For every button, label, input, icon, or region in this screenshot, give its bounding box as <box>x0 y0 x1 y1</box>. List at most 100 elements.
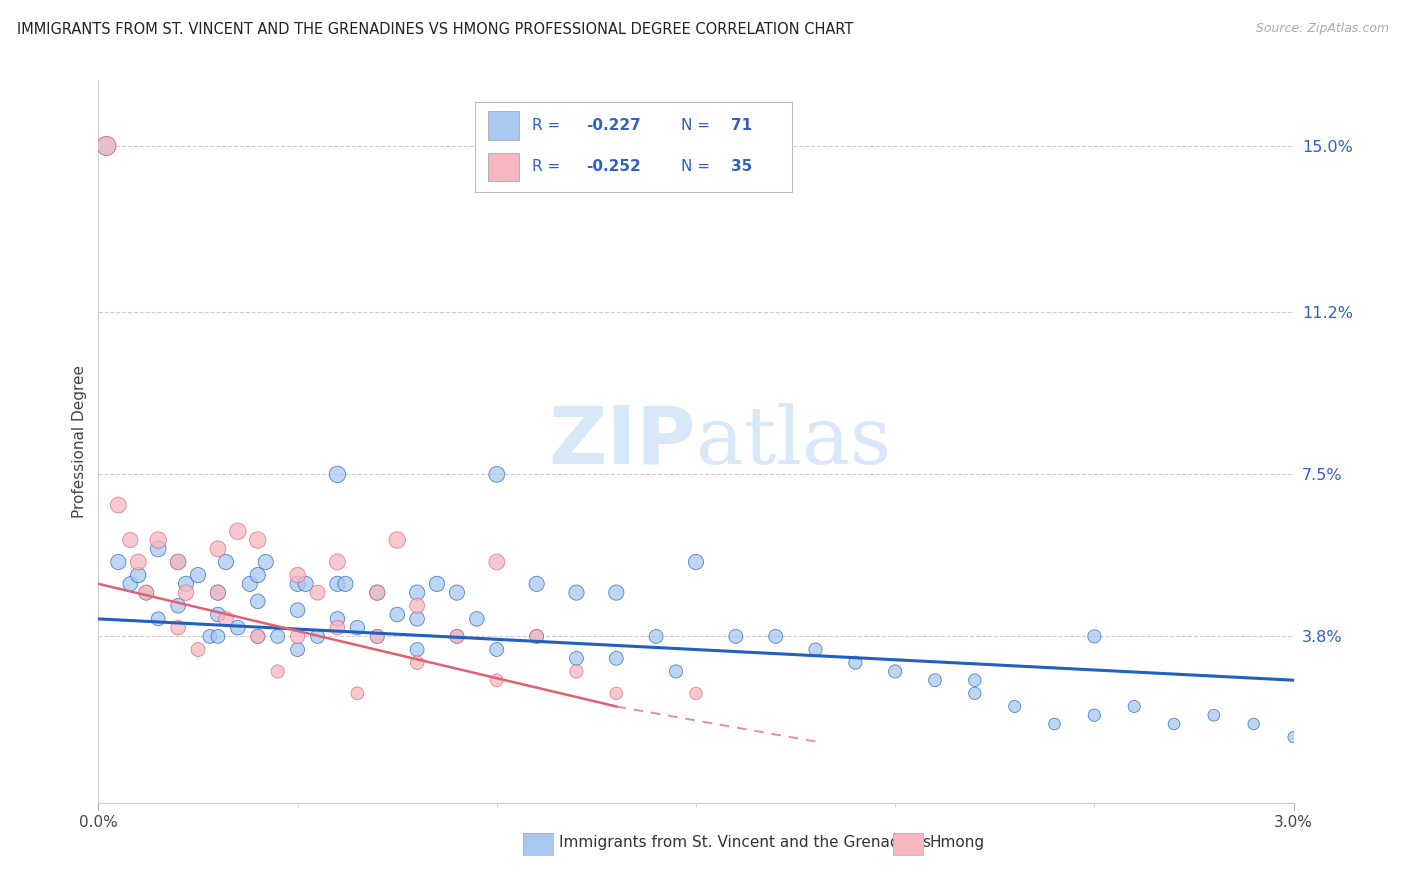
Point <box>207 585 229 599</box>
Point <box>406 585 429 599</box>
Point <box>1004 699 1026 714</box>
Point <box>167 599 190 613</box>
Point <box>267 629 290 643</box>
Point <box>120 533 142 547</box>
Point <box>207 585 229 599</box>
Point <box>406 612 429 626</box>
Point <box>207 607 229 622</box>
Point <box>446 585 468 599</box>
Point <box>426 577 449 591</box>
Point <box>1043 717 1066 731</box>
Point <box>485 555 508 569</box>
Point <box>287 568 309 582</box>
Point <box>167 555 190 569</box>
Point <box>605 585 627 599</box>
Point <box>246 594 269 608</box>
Point <box>1282 730 1305 744</box>
Point <box>167 621 190 635</box>
Point <box>665 665 688 679</box>
Point <box>526 629 548 643</box>
Point <box>765 629 787 643</box>
Point <box>326 555 349 569</box>
Point <box>724 629 747 643</box>
Point <box>326 467 349 482</box>
Point <box>924 673 946 688</box>
Point <box>1123 699 1146 714</box>
Point <box>465 612 488 626</box>
Point <box>187 568 209 582</box>
Point <box>148 541 170 556</box>
Point <box>207 629 229 643</box>
Point <box>446 629 468 643</box>
Point <box>446 629 468 643</box>
Point <box>135 585 157 599</box>
Point <box>148 533 170 547</box>
Point <box>307 629 329 643</box>
Point <box>187 642 209 657</box>
Point <box>565 665 588 679</box>
Point <box>326 621 349 635</box>
Point <box>287 642 309 657</box>
Point <box>215 555 238 569</box>
Point <box>226 621 249 635</box>
Point <box>485 467 508 482</box>
Point <box>685 555 707 569</box>
Point <box>565 651 588 665</box>
Point <box>884 665 907 679</box>
Point <box>485 642 508 657</box>
Point <box>1243 717 1265 731</box>
Point <box>246 533 269 547</box>
Point <box>96 139 118 153</box>
Point <box>107 555 129 569</box>
Text: IMMIGRANTS FROM ST. VINCENT AND THE GRENADINES VS HMONG PROFESSIONAL DEGREE CORR: IMMIGRANTS FROM ST. VINCENT AND THE GREN… <box>17 22 853 37</box>
Point <box>1083 629 1105 643</box>
Point <box>96 139 118 153</box>
Point <box>254 555 277 569</box>
Point <box>605 686 627 700</box>
Point <box>385 533 409 547</box>
Point <box>135 585 157 599</box>
Point <box>963 686 986 700</box>
Point <box>326 577 349 591</box>
Point <box>127 568 149 582</box>
Point <box>366 629 388 643</box>
Point <box>326 612 349 626</box>
Point <box>346 686 368 700</box>
Point <box>485 673 508 688</box>
Point <box>267 665 290 679</box>
Point <box>287 603 309 617</box>
Point <box>215 612 238 626</box>
Point <box>207 541 229 556</box>
Point <box>406 656 429 670</box>
Text: Source: ZipAtlas.com: Source: ZipAtlas.com <box>1256 22 1389 36</box>
Point <box>685 686 707 700</box>
Point <box>287 577 309 591</box>
Point <box>963 673 986 688</box>
Point <box>406 599 429 613</box>
Point <box>107 498 129 512</box>
Point <box>1163 717 1185 731</box>
Point <box>198 629 221 643</box>
Point <box>385 607 409 622</box>
Point <box>1083 708 1105 723</box>
Point <box>804 642 827 657</box>
Point <box>366 629 388 643</box>
Point <box>844 656 866 670</box>
Point <box>406 642 429 657</box>
Point <box>605 651 627 665</box>
Point <box>307 585 329 599</box>
Point <box>335 577 357 591</box>
Point <box>526 577 548 591</box>
Point <box>287 629 309 643</box>
Point <box>167 555 190 569</box>
Point <box>120 577 142 591</box>
Point <box>526 629 548 643</box>
Point <box>366 585 388 599</box>
Point <box>565 585 588 599</box>
Y-axis label: Professional Degree: Professional Degree <box>72 365 87 518</box>
Text: Immigrants from St. Vincent and the Grenadines: Immigrants from St. Vincent and the Gren… <box>558 835 931 850</box>
Point <box>645 629 668 643</box>
Point <box>239 577 262 591</box>
Point <box>1202 708 1225 723</box>
Text: Hmong: Hmong <box>929 835 984 850</box>
